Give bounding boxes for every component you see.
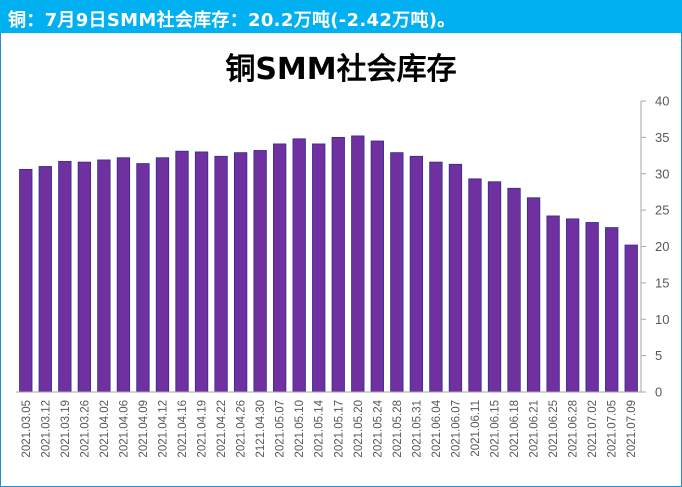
bar-2021.06.28: [565, 218, 580, 393]
x-tick-label: 2021.05.31: [411, 400, 423, 458]
x-tick-label: 2121.04.30: [255, 400, 267, 458]
x-tick-label: 2021.05.20: [353, 400, 365, 458]
bar-2021.04.19: [194, 151, 209, 393]
x-tick-label: 2021.04.16: [177, 400, 189, 458]
x-tick-label: 2021.06.21: [529, 400, 541, 458]
y-tick-label: 15: [655, 275, 669, 290]
bar-2021.04.16: [175, 150, 189, 393]
x-tick-label: 2021.04.26: [236, 400, 248, 458]
bar-2021.04.12: [155, 157, 170, 393]
x-tick-label: 2021.06.07: [450, 400, 462, 458]
x-tick-label: 2021.06.18: [509, 400, 521, 458]
bar-2021.06.25: [546, 215, 560, 393]
chart-title: 铜SMM社会库存: [225, 52, 457, 87]
bar-2021.05.10: [292, 138, 306, 393]
bar-2121.04.30: [253, 150, 267, 393]
bar-2021.05.14: [312, 143, 326, 393]
x-tick-label: 2021.05.17: [333, 400, 345, 458]
bar-2021.03.05: [19, 168, 33, 393]
bar-2021.05.20: [351, 135, 365, 393]
y-tick-label: 20: [655, 239, 669, 254]
bar-2021.05.31: [409, 155, 424, 393]
bar-2021.07.02: [585, 222, 599, 393]
x-tick-label: 2021.03.12: [40, 400, 52, 458]
bar-2021.05.28: [390, 152, 404, 393]
bar-2021.03.12: [38, 166, 52, 393]
x-tick-label: 2021.07.09: [626, 400, 638, 458]
x-tick-label: 2021.07.02: [587, 400, 599, 458]
x-tick-label: 2021.06.11: [470, 400, 482, 457]
bar-2021.04.06: [116, 157, 131, 393]
x-tick-label: 2021.03.19: [60, 400, 72, 458]
bars-group: [19, 135, 638, 393]
bar-2021.05.07: [273, 143, 287, 393]
bar-2021.03.26: [77, 161, 92, 393]
bar-2021.07.09: [624, 244, 638, 393]
bar-2021.05.17: [331, 136, 345, 393]
x-tick-label: 2021.03.26: [79, 400, 91, 458]
x-axis: 2021.03.05 2021.03.12 2021.03.19 2021.03.26…: [16, 391, 641, 458]
x-tick-label: 2021.05.28: [392, 400, 404, 458]
bar-2021.04.02: [97, 159, 111, 393]
bar-2021.05.24: [370, 140, 384, 393]
x-tick-label: 2021.04.06: [118, 400, 130, 458]
y-tick-label: 10: [655, 312, 669, 327]
x-tick-label: 2021.04.12: [157, 400, 169, 458]
bar-2021.06.15: [487, 181, 502, 393]
x-tick-label: 2021.06.04: [431, 399, 443, 457]
bar-2021.06.21: [526, 197, 541, 393]
x-tick-label: 2021.05.24: [372, 399, 384, 457]
bar-2021.06.04: [429, 161, 443, 393]
y-tick-label: 0: [655, 385, 662, 400]
x-tick-label: 2021.04.09: [138, 400, 150, 458]
x-tick-label: 2021.04.22: [216, 400, 228, 458]
bar-2021.04.26: [233, 152, 248, 393]
bar-2021.04.09: [136, 163, 150, 393]
bar-2021.07.05: [605, 227, 619, 393]
header-text: 铜：7月9日SMM社会库存：20.2万吨(-2.42万吨)。: [8, 10, 456, 31]
bar-2021.03.19: [58, 160, 72, 393]
header-bar: 铜：7月9日SMM社会库存：20.2万吨(-2.42万吨)。: [0, 0, 682, 33]
bar-2021.06.18: [507, 187, 521, 393]
x-tick-label: 2021.06.28: [568, 400, 580, 458]
y-tick-label: 40: [655, 94, 669, 109]
x-tick-label: 2021.04.19: [197, 400, 209, 458]
bar-2021.06.11: [468, 178, 482, 393]
x-tick-label: 2021.06.25: [548, 400, 560, 458]
y-tick-label: 30: [655, 166, 669, 181]
x-tick-label: 2021.05.07: [275, 400, 287, 458]
x-tick-label: 2021.05.10: [294, 400, 306, 458]
x-tick-label: 2021.03.05: [21, 400, 33, 458]
y-tick-label: 25: [655, 203, 669, 218]
y-tick-label: 5: [655, 348, 662, 363]
x-tick-label: 2021.06.15: [490, 400, 502, 458]
x-tick-label: 2021.04.02: [99, 400, 111, 458]
x-tick-label: 2021.05.14: [314, 399, 326, 457]
bar-2021.06.07: [448, 163, 463, 393]
bar-2021.04.22: [214, 155, 228, 393]
y-tick-label: 35: [655, 130, 669, 145]
x-tick-label: 2021.07.05: [607, 400, 619, 458]
y-axis: 0 5 10 15 20 25 30 35 40: [640, 94, 669, 400]
